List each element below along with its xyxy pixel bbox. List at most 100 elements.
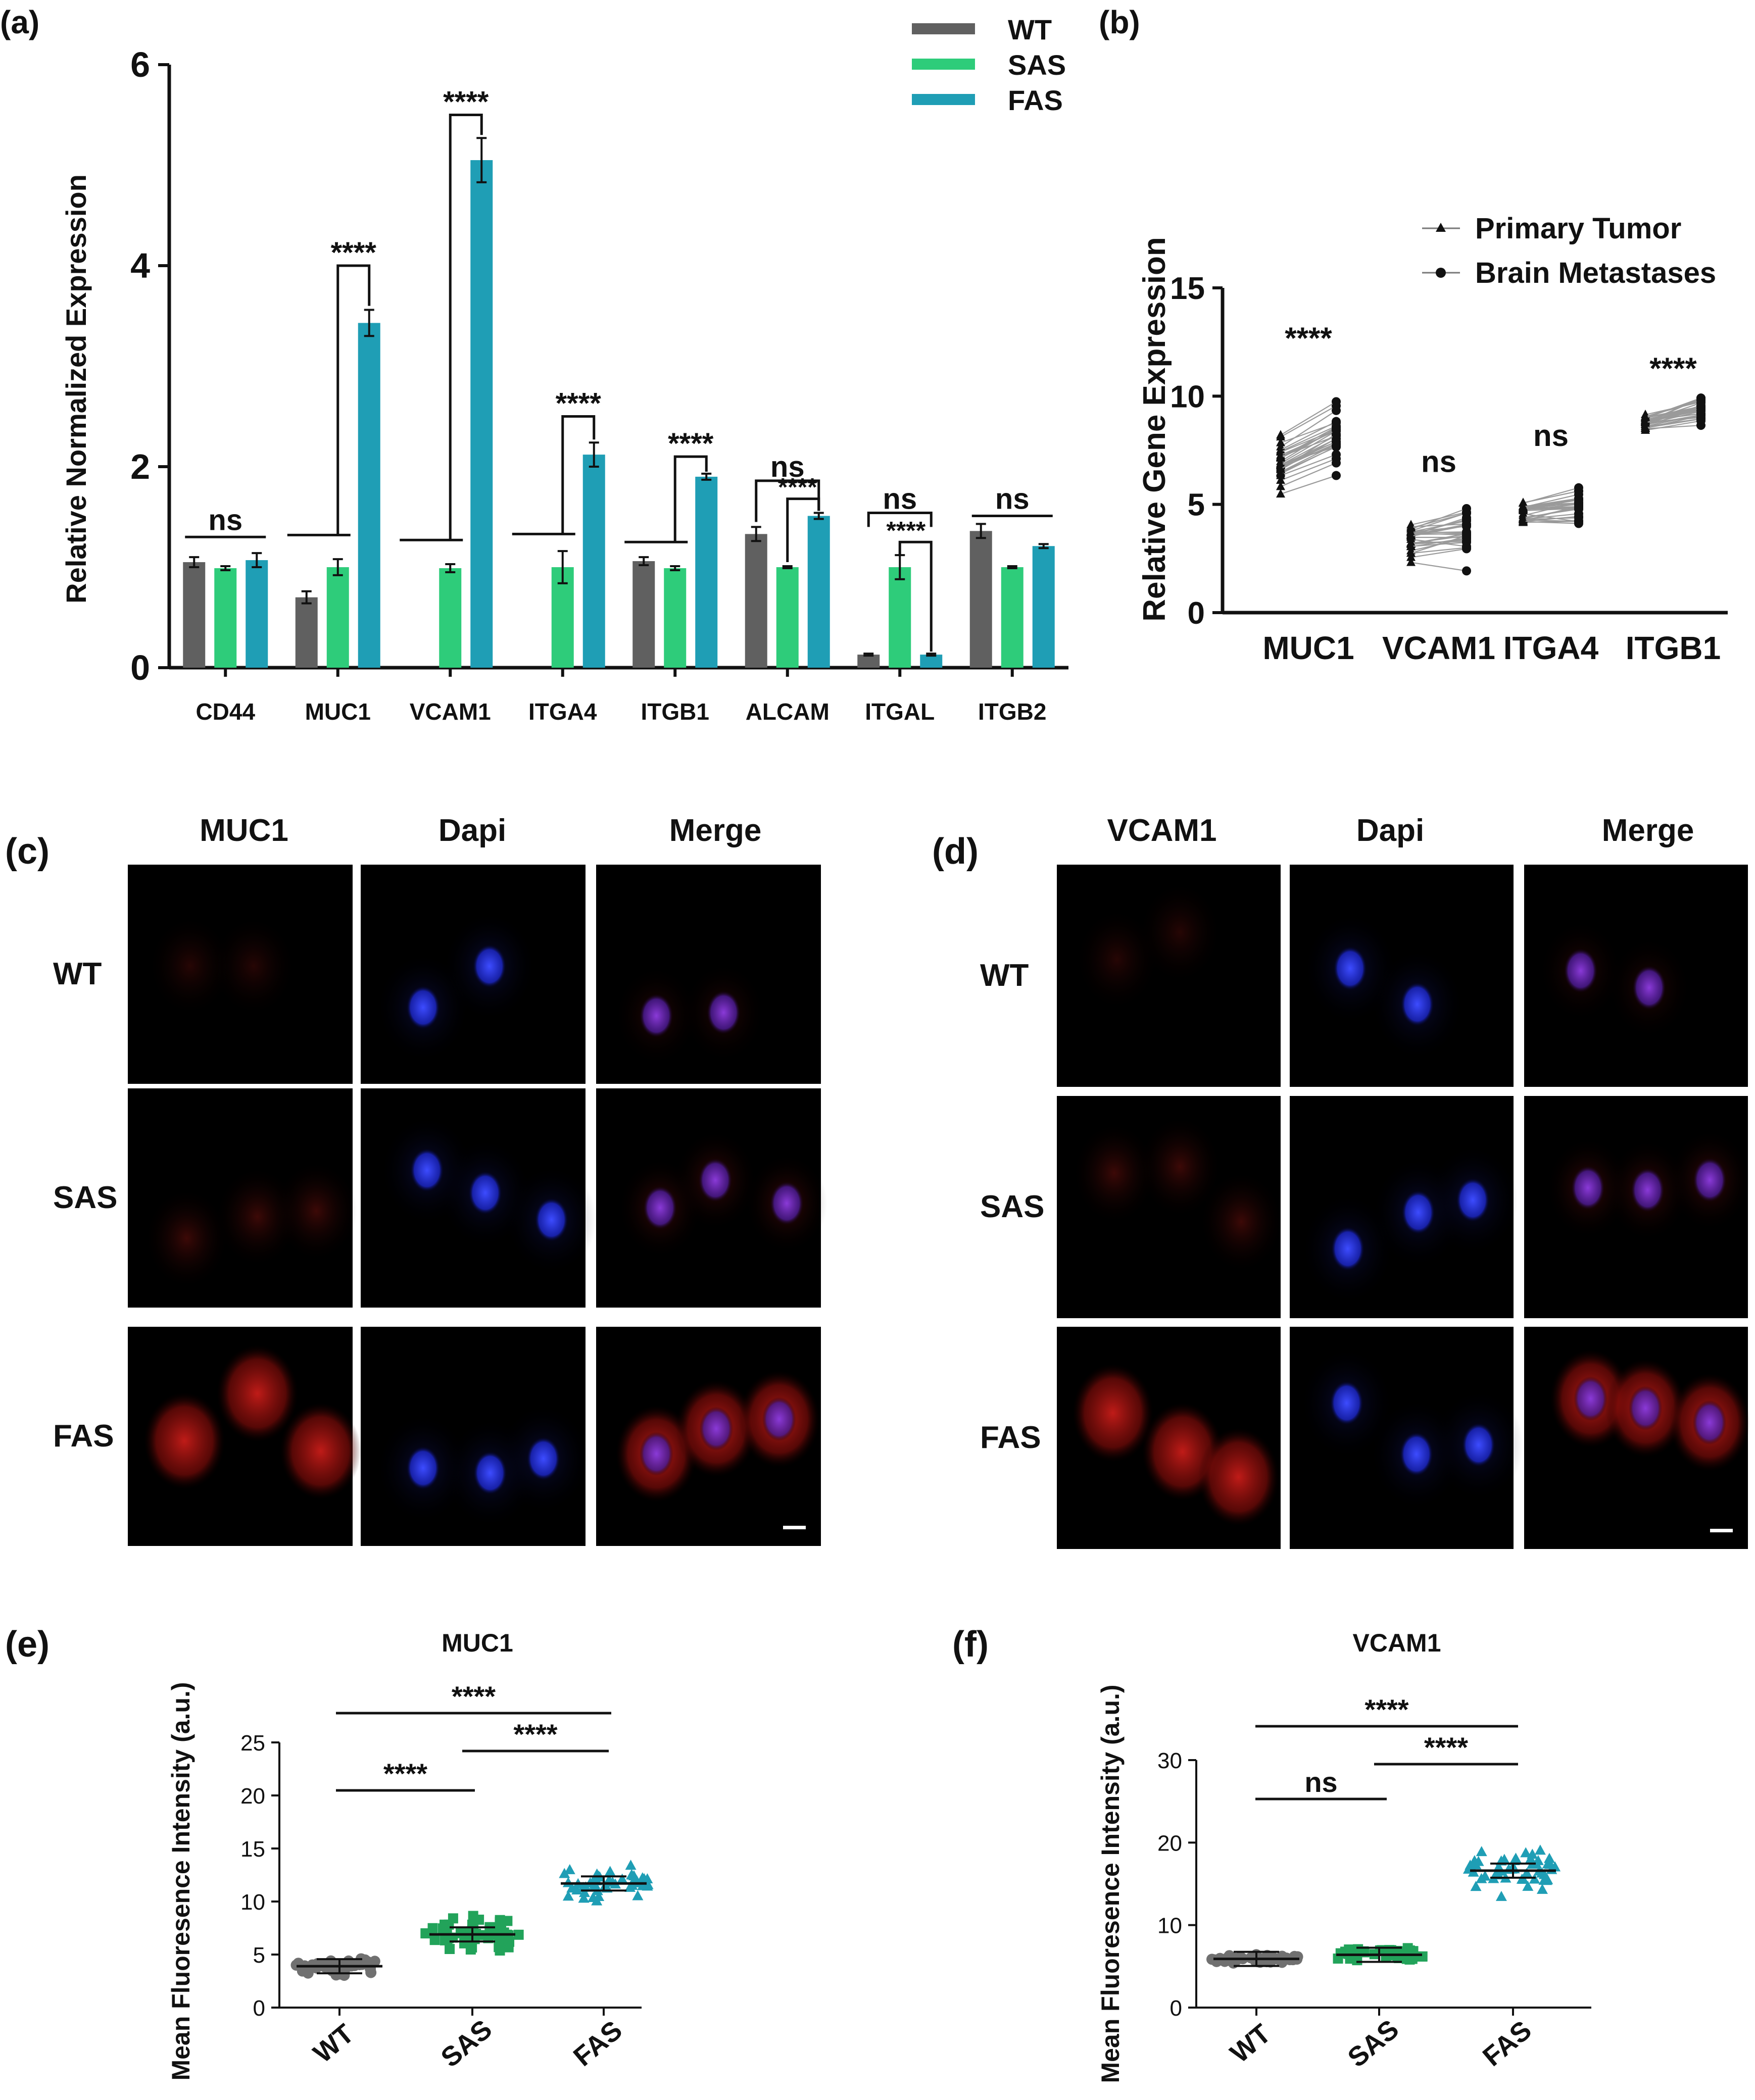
chart-a: Relative Normalized Expression WTSASFAS … bbox=[60, 14, 1068, 725]
brain-metastases-point bbox=[1574, 512, 1583, 521]
column-label-Merge: Merge bbox=[1602, 813, 1694, 848]
x-tick-label: FAS bbox=[1477, 2015, 1537, 2072]
y-tick-label: 6 bbox=[130, 45, 150, 84]
primary-tumor-point bbox=[1406, 531, 1416, 540]
sig-bracket bbox=[867, 512, 933, 527]
bar-SAS-ALCAM bbox=[776, 567, 799, 668]
pair-line bbox=[1410, 537, 1467, 547]
brain-metastases-point bbox=[1462, 533, 1471, 543]
bar-SAS-CD44 bbox=[214, 568, 237, 668]
merged-nucleus bbox=[1632, 965, 1666, 1010]
red-cell-stain bbox=[217, 1345, 298, 1442]
brain-metastases-point bbox=[1332, 441, 1341, 451]
panel-label-d: (d) bbox=[932, 831, 979, 872]
red-cell-stain bbox=[146, 1190, 227, 1287]
nucleus bbox=[410, 1148, 444, 1192]
sig-label: **** bbox=[1424, 1731, 1468, 1763]
nucleus bbox=[406, 985, 440, 1030]
data-point bbox=[1335, 1948, 1346, 1959]
merged-nucleus bbox=[1564, 948, 1598, 993]
sig-label: ns bbox=[1421, 444, 1456, 478]
x-tick-label: WT bbox=[308, 2018, 360, 2069]
data-point bbox=[445, 1943, 455, 1954]
bar-WT-ALCAM bbox=[745, 534, 767, 668]
pair-line bbox=[1523, 513, 1579, 520]
pair-line bbox=[1410, 520, 1467, 533]
data-point bbox=[1292, 1951, 1303, 1963]
red-cell-stain bbox=[1072, 1364, 1153, 1462]
data-point bbox=[1522, 1880, 1534, 1891]
data-point bbox=[429, 1935, 440, 1945]
chart-f-ylabel: Mean Fluoresence Intensity (a.u.) bbox=[1096, 1684, 1125, 2083]
data-point bbox=[564, 1864, 575, 1874]
y-tick-label: 10 bbox=[1170, 379, 1205, 414]
data-point bbox=[1465, 1860, 1476, 1870]
sig-label: **** bbox=[1649, 352, 1697, 385]
data-point bbox=[571, 1884, 583, 1895]
brain-metastases-point bbox=[1332, 418, 1341, 428]
bar-SAS-VCAM1 bbox=[439, 568, 462, 668]
data-point bbox=[495, 1945, 505, 1956]
primary-tumor-point bbox=[1276, 489, 1285, 498]
pair-line bbox=[1523, 490, 1579, 504]
bar-FAS-CD44 bbox=[246, 560, 268, 668]
nucleus bbox=[1461, 1422, 1496, 1467]
data-point bbox=[1527, 1848, 1538, 1859]
bar-WT-CD44 bbox=[183, 562, 206, 668]
primary-tumor-point bbox=[1406, 523, 1416, 532]
sig-label: **** bbox=[452, 1680, 496, 1712]
data-point bbox=[637, 1872, 648, 1883]
row-label-SAS: SAS bbox=[53, 1180, 117, 1215]
pair-line bbox=[1645, 407, 1701, 424]
y-tick-label: 30 bbox=[1157, 1748, 1182, 1773]
bar-WT-ITGAL bbox=[857, 655, 880, 668]
pair-line bbox=[1645, 399, 1701, 418]
data-point bbox=[1542, 1858, 1553, 1869]
brain-metastases-point bbox=[1696, 414, 1705, 424]
sig-label: ns bbox=[208, 504, 242, 536]
sig-label: ns bbox=[1533, 419, 1569, 453]
chart-e: MUC1 Mean Fluoresence Intensity (a.u.) 0… bbox=[167, 1629, 654, 2081]
primary-tumor-point bbox=[1276, 481, 1285, 490]
y-tick-label: 0 bbox=[130, 648, 150, 687]
sig-label: **** bbox=[513, 1718, 557, 1750]
brain-metastases-point bbox=[1332, 397, 1341, 407]
bar-FAS-ALCAM bbox=[807, 516, 830, 668]
pair-line bbox=[1523, 498, 1579, 510]
red-cell-stain bbox=[150, 917, 231, 1014]
merged-nucleus bbox=[1693, 1158, 1727, 1203]
x-tick-label: ITGA4 bbox=[528, 698, 597, 725]
red-cell-stain bbox=[213, 918, 295, 1015]
row-label-WT: WT bbox=[53, 957, 102, 991]
pair-line bbox=[1523, 497, 1579, 508]
chart-f-title: VCAM1 bbox=[1352, 1629, 1441, 1657]
pair-line bbox=[1645, 414, 1701, 427]
red-cell-stain bbox=[143, 1392, 225, 1489]
pair-line bbox=[1410, 523, 1467, 528]
red-cell-stain bbox=[1198, 1428, 1279, 1526]
data-point bbox=[578, 1887, 590, 1897]
pair-line bbox=[1410, 513, 1467, 529]
pair-line bbox=[1410, 562, 1467, 572]
column-label-VCAM1: VCAM1 bbox=[1107, 813, 1216, 848]
merged-nucleus bbox=[699, 1407, 734, 1451]
legend-triangle bbox=[1436, 223, 1446, 232]
sig-label: ns bbox=[770, 451, 805, 483]
pair-line bbox=[1280, 425, 1337, 452]
data-point bbox=[591, 1895, 603, 1906]
nucleus bbox=[1333, 946, 1367, 991]
red-cell-stain bbox=[1140, 1118, 1221, 1216]
primary-tumor-point bbox=[1406, 548, 1416, 557]
data-point bbox=[513, 1929, 524, 1940]
legend-label-FAS: FAS bbox=[1008, 84, 1063, 116]
brain-metastases-point bbox=[1574, 493, 1583, 503]
primary-tumor-point bbox=[1276, 464, 1285, 473]
pair-line bbox=[1410, 519, 1467, 535]
nucleus bbox=[1330, 1381, 1363, 1426]
bar-WT-ITGB2 bbox=[969, 531, 992, 668]
merged-nucleus bbox=[639, 1432, 673, 1476]
pair-line bbox=[1280, 426, 1337, 458]
primary-tumor-point bbox=[1641, 412, 1650, 421]
